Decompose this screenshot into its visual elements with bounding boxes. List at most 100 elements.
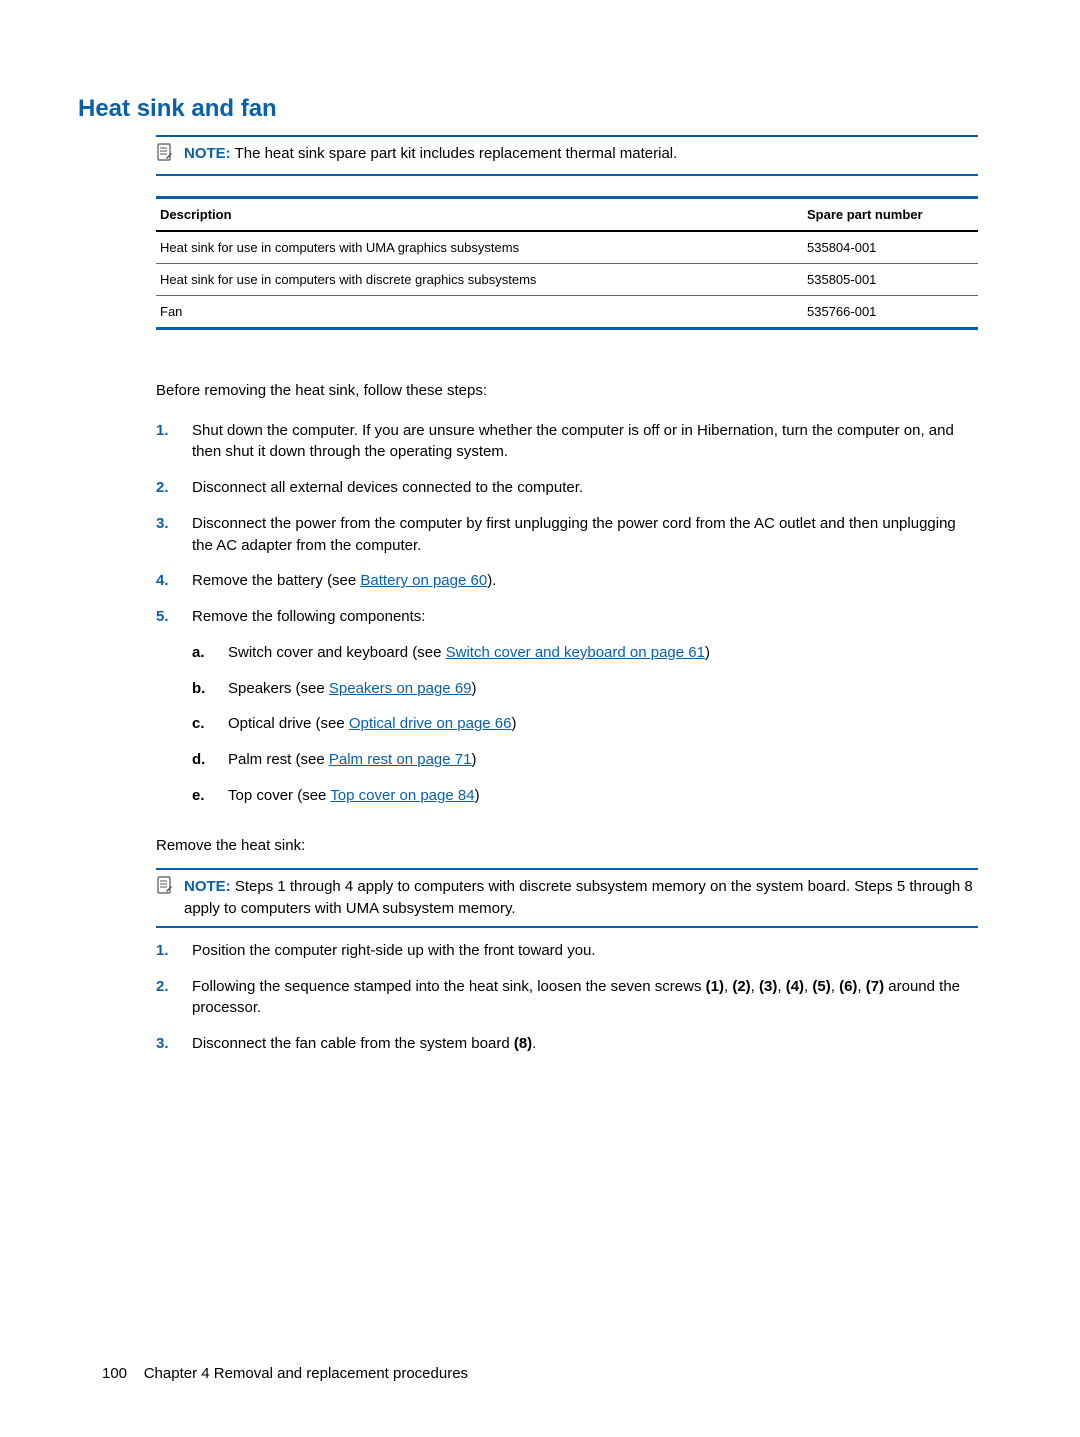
list-number: 1. xyxy=(156,940,192,962)
cable-ref: (8) xyxy=(514,1035,532,1052)
text-fragment: ) xyxy=(472,680,477,697)
screw-ref: (6) xyxy=(839,978,857,995)
list-text: Following the sequence stamped into the … xyxy=(192,976,978,1020)
text-fragment: Palm rest (see xyxy=(228,751,329,768)
text-fragment: Top cover (see xyxy=(228,787,330,804)
text-fragment: Optical drive (see xyxy=(228,715,349,732)
table-row: Heat sink for use in computers with disc… xyxy=(156,264,978,296)
sub-list-letter: b. xyxy=(192,678,228,700)
note-icon xyxy=(156,143,174,168)
palm-rest-link[interactable]: Palm rest on page 71 xyxy=(329,751,472,768)
sub-list-item: a. Switch cover and keyboard (see Switch… xyxy=(192,642,978,664)
note-text: The heat sink spare part kit includes re… xyxy=(235,145,678,162)
top-cover-link[interactable]: Top cover on page 84 xyxy=(330,787,474,804)
table-cell-desc: Heat sink for use in computers with UMA … xyxy=(156,232,803,263)
battery-link[interactable]: Battery on page 60 xyxy=(360,572,487,589)
screw-ref: (5) xyxy=(812,978,830,995)
speakers-link[interactable]: Speakers on page 69 xyxy=(329,680,472,697)
list-number: 5. xyxy=(156,606,192,821)
list-number: 1. xyxy=(156,420,192,464)
note-label: NOTE: xyxy=(184,145,231,162)
sub-list-text: Speakers (see Speakers on page 69) xyxy=(228,678,978,700)
list-number: 3. xyxy=(156,513,192,557)
screw-ref: (7) xyxy=(866,978,884,995)
list-text: Disconnect all external devices connecte… xyxy=(192,477,978,499)
intro-text-2: Remove the heat sink: xyxy=(156,835,978,857)
text-fragment: ). xyxy=(487,572,496,589)
text-fragment: , xyxy=(751,978,759,995)
sub-list-letter: e. xyxy=(192,785,228,807)
text-fragment: Following the sequence stamped into the … xyxy=(192,978,706,995)
list-item: 3. Disconnect the fan cable from the sys… xyxy=(156,1033,978,1055)
sub-list-letter: a. xyxy=(192,642,228,664)
text-fragment: , xyxy=(857,978,865,995)
list-number: 4. xyxy=(156,570,192,592)
text-fragment: Speakers (see xyxy=(228,680,329,697)
text-fragment: ) xyxy=(512,715,517,732)
sub-list-text: Top cover (see Top cover on page 84) xyxy=(228,785,978,807)
screw-ref: (1) xyxy=(706,978,724,995)
list-text: Shut down the computer. If you are unsur… xyxy=(192,420,978,464)
table-header-part: Spare part number xyxy=(803,199,978,230)
list-number: 2. xyxy=(156,976,192,1020)
sub-list-item: b. Speakers (see Speakers on page 69) xyxy=(192,678,978,700)
chapter-title: Chapter 4 Removal and replacement proced… xyxy=(144,1365,468,1382)
list-number: 2. xyxy=(156,477,192,499)
note-block-2: NOTE: Steps 1 through 4 apply to compute… xyxy=(156,868,978,928)
table-cell-desc: Heat sink for use in computers with disc… xyxy=(156,264,803,295)
sub-list-item: c. Optical drive (see Optical drive on p… xyxy=(192,713,978,735)
table-header-desc: Description xyxy=(156,199,803,230)
section-heading: Heat sink and fan xyxy=(78,95,978,123)
page-footer: 100 Chapter 4 Removal and replacement pr… xyxy=(102,1365,468,1382)
list-text: Disconnect the fan cable from the system… xyxy=(192,1033,978,1055)
parts-table: Description Spare part number Heat sink … xyxy=(156,196,978,330)
sub-list-item: d. Palm rest (see Palm rest on page 71) xyxy=(192,749,978,771)
note-icon xyxy=(156,876,174,901)
table-cell-part: 535766-001 xyxy=(803,296,978,327)
screw-ref: (3) xyxy=(759,978,777,995)
page-number: 100 xyxy=(102,1365,127,1382)
list-text: Position the computer right-side up with… xyxy=(192,940,978,962)
text-fragment: ) xyxy=(471,751,476,768)
note-block-1: NOTE: The heat sink spare part kit inclu… xyxy=(156,135,978,176)
table-cell-part: 535805-001 xyxy=(803,264,978,295)
sub-list-text: Palm rest (see Palm rest on page 71) xyxy=(228,749,978,771)
sub-list-letter: c. xyxy=(192,713,228,735)
intro-text-1: Before removing the heat sink, follow th… xyxy=(156,380,978,402)
sub-list: a. Switch cover and keyboard (see Switch… xyxy=(192,642,978,807)
list-item: 2. Following the sequence stamped into t… xyxy=(156,976,978,1020)
screw-ref: (2) xyxy=(732,978,750,995)
switch-cover-link[interactable]: Switch cover and keyboard on page 61 xyxy=(446,644,705,661)
list-item: 1. Position the computer right-side up w… xyxy=(156,940,978,962)
text-fragment: ) xyxy=(475,787,480,804)
text-fragment: Switch cover and keyboard (see xyxy=(228,644,446,661)
table-row: Fan 535766-001 xyxy=(156,296,978,327)
table-header: Description Spare part number xyxy=(156,199,978,232)
sub-list-letter: d. xyxy=(192,749,228,771)
text-fragment: Remove the following components: xyxy=(192,608,425,625)
table-cell-desc: Fan xyxy=(156,296,803,327)
text-fragment: ) xyxy=(705,644,710,661)
text-fragment: Remove the battery (see xyxy=(192,572,360,589)
list-item: 5. Remove the following components: a. S… xyxy=(156,606,978,821)
note-label: NOTE: xyxy=(184,878,231,895)
table-cell-part: 535804-001 xyxy=(803,232,978,263)
sub-list-text: Optical drive (see Optical drive on page… xyxy=(228,713,978,735)
text-fragment: , xyxy=(831,978,839,995)
list-text: Remove the battery (see Battery on page … xyxy=(192,570,978,592)
note-text: Steps 1 through 4 apply to computers wit… xyxy=(184,878,973,917)
list-item: 1. Shut down the computer. If you are un… xyxy=(156,420,978,464)
list-item: 2. Disconnect all external devices conne… xyxy=(156,477,978,499)
text-fragment: , xyxy=(777,978,785,995)
text-fragment: . xyxy=(532,1035,536,1052)
table-row: Heat sink for use in computers with UMA … xyxy=(156,232,978,264)
list-item: 3. Disconnect the power from the compute… xyxy=(156,513,978,557)
list-item: 4. Remove the battery (see Battery on pa… xyxy=(156,570,978,592)
sub-list-item: e. Top cover (see Top cover on page 84) xyxy=(192,785,978,807)
list-text: Remove the following components: a. Swit… xyxy=(192,606,978,821)
sub-list-text: Switch cover and keyboard (see Switch co… xyxy=(228,642,978,664)
text-fragment: Disconnect the fan cable from the system… xyxy=(192,1035,514,1052)
list-number: 3. xyxy=(156,1033,192,1055)
steps-list-2: 1. Position the computer right-side up w… xyxy=(156,940,978,1055)
optical-drive-link[interactable]: Optical drive on page 66 xyxy=(349,715,512,732)
